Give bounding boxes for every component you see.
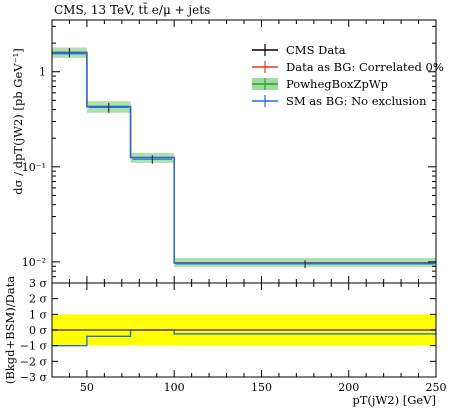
legend-entry: Data as BG: Correlated 0% xyxy=(286,60,444,74)
y-tick-label: 1 xyxy=(39,66,46,79)
x-tick-label: 150 xyxy=(251,381,272,394)
x-axis-title: pT(jW2) [GeV] xyxy=(352,393,436,407)
series-line-sm-as-bg-no-exclusion xyxy=(52,52,436,264)
y-tick-label: 10⁻² xyxy=(22,256,46,269)
x-tick-label: 50 xyxy=(80,381,94,394)
ratio-y-tick-label: 2 σ xyxy=(29,293,47,306)
ratio-y-tick-label: 1 σ xyxy=(29,308,47,321)
x-tick-label: 250 xyxy=(426,381,447,394)
legend-entry: PowhegBoxZpWp xyxy=(286,77,388,91)
plot-title: CMS, 13 TeV, tt̄ e/μ + jets xyxy=(54,1,210,17)
ratio-y-tick-label: 0 σ xyxy=(29,324,47,337)
legend-entry: CMS Data xyxy=(286,43,346,57)
y-tick-label: 10⁻¹ xyxy=(22,161,46,174)
ratio-y-tick-label: −2 σ xyxy=(20,355,48,368)
ratio-y-tick-label: −3 σ xyxy=(20,371,48,384)
ratio-line-sm-as-bg-no-exclusion xyxy=(52,329,436,347)
ratio-y-tick-label: 3 σ xyxy=(29,277,47,290)
x-tick-label: 100 xyxy=(164,381,185,394)
ratio-y-axis-title: (Bkgd+BSM)/Data xyxy=(3,276,17,384)
y-axis-title: dσ / dpT(jW2) [pb GeV⁻¹] xyxy=(11,48,25,194)
x-tick-label: 200 xyxy=(338,381,359,394)
legend-entry: SM as BG: No exclusion xyxy=(286,94,427,108)
ratio-y-tick-label: −1 σ xyxy=(20,340,48,353)
